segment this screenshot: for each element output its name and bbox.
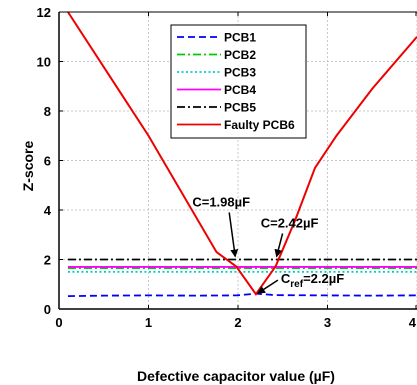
x-tick-label: 0 bbox=[55, 315, 62, 330]
legend-label-6: Faulty PCB6 bbox=[224, 118, 295, 132]
annotation-arrow-1 bbox=[228, 212, 239, 258]
y-tick-label: 6 bbox=[44, 154, 51, 169]
legend-label-3: PCB3 bbox=[224, 66, 256, 80]
y-tick-label: 8 bbox=[44, 104, 51, 119]
series-layer bbox=[67, 11, 417, 298]
x-axis-label: Defective capacitor value (µF) bbox=[137, 368, 335, 384]
x-tick-label: 4 bbox=[409, 315, 417, 330]
y-axis-label: Z-score bbox=[20, 141, 36, 192]
series-line-6 bbox=[67, 11, 417, 296]
legend-label-4: PCB4 bbox=[224, 83, 256, 97]
series-line-1 bbox=[67, 292, 417, 298]
annotation-arrow-3 bbox=[257, 279, 279, 294]
y-tick-label: 0 bbox=[44, 302, 51, 317]
annotation-arrow-2 bbox=[274, 233, 284, 258]
x-tick-label: 1 bbox=[145, 315, 152, 330]
legend-label-5: PCB5 bbox=[224, 101, 256, 115]
x-tick-label: 2 bbox=[234, 315, 241, 330]
annotation-label-1: C=1.98µF bbox=[192, 195, 250, 210]
legend-label-1: PCB1 bbox=[224, 31, 256, 45]
legend-box bbox=[170, 24, 307, 139]
annotation-label-3: Cref=2.2µF bbox=[281, 271, 344, 290]
y-tick-label: 10 bbox=[37, 55, 51, 70]
legend-label-2: PCB2 bbox=[224, 48, 256, 62]
y-tick-label: 2 bbox=[44, 253, 51, 268]
annotation-label-2: C=2.42µF bbox=[261, 216, 319, 231]
y-tick-label: 4 bbox=[44, 203, 52, 218]
annotations: C=1.98µF C=2.42µF Cref=2.2µF bbox=[192, 195, 344, 294]
legend: PCB1 PCB2 PCB3 PCB4 PCB5 Faulty PCB6 bbox=[170, 24, 307, 139]
y-tick-label: 12 bbox=[37, 5, 51, 20]
x-tick-label: 3 bbox=[324, 315, 331, 330]
